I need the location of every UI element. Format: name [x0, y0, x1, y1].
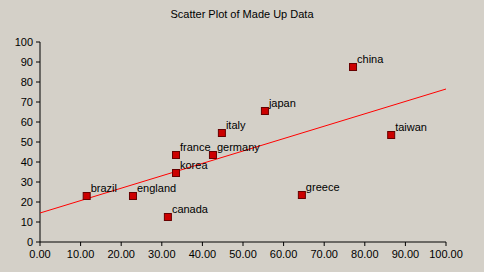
point-label: canada [172, 203, 209, 215]
y-tick-label: 50 [21, 136, 33, 148]
point [218, 130, 225, 137]
title: Scatter Plot of Made Up Data [170, 8, 314, 20]
x-tick-label: 20.00 [107, 248, 135, 260]
point [261, 108, 268, 115]
y-tick [36, 182, 40, 183]
x-tick [40, 242, 41, 246]
x-tick-label: 80.00 [351, 248, 379, 260]
x-tick [324, 242, 325, 246]
y-tick [36, 42, 40, 43]
x-tick-label: 0.00 [29, 248, 50, 260]
y-tick [36, 202, 40, 203]
x-tick [80, 242, 81, 246]
point-label: japan [268, 97, 296, 109]
point-label: italy [226, 119, 246, 131]
point [173, 170, 180, 177]
x-tick-label: 10.00 [67, 248, 95, 260]
y-tick-label: 10 [21, 216, 33, 228]
y-tick-label: 70 [21, 96, 33, 108]
point-label: greece [306, 181, 340, 193]
y-tick [36, 62, 40, 63]
y-tick-label: 40 [21, 156, 33, 168]
y-tick [36, 162, 40, 163]
point-label: taiwan [395, 121, 427, 133]
x-tick [405, 242, 406, 246]
x-tick [243, 242, 244, 246]
point-label: france [180, 141, 211, 153]
y-tick [36, 242, 40, 243]
y-tick-label: 80 [21, 76, 33, 88]
y-tick-label: 100 [15, 36, 33, 48]
point [164, 214, 171, 221]
x-tick [202, 242, 203, 246]
y-tick [36, 122, 40, 123]
x-tick [446, 242, 447, 246]
chart: Scatter Plot of Made Up Data 0 10 20 30 40 50 6… [0, 0, 484, 272]
x-tick-label: 50.00 [229, 248, 257, 260]
plot-area [40, 64, 446, 221]
x-tick-label: 60.00 [270, 248, 298, 260]
x-tick [283, 242, 284, 246]
point [350, 64, 357, 71]
y-tick-label: 90 [21, 56, 33, 68]
y-tick [36, 222, 40, 223]
x-tick-label: 70.00 [310, 248, 338, 260]
y-tick [36, 102, 40, 103]
point [298, 192, 305, 199]
y-tick [36, 142, 40, 143]
point [388, 132, 395, 139]
point [129, 193, 136, 200]
x-tick-label: 30.00 [148, 248, 176, 260]
x-tick-label: 90.00 [392, 248, 420, 260]
point-label: china [357, 53, 384, 65]
trend-line [40, 89, 446, 213]
x-tick [161, 242, 162, 246]
x-tick [364, 242, 365, 246]
background [0, 0, 484, 272]
y-tick-label: 20 [21, 196, 33, 208]
y-tick-label: 60 [21, 116, 33, 128]
y-tick-label: 0 [27, 236, 33, 248]
point-label: germany [217, 141, 260, 153]
point-label: brazil [91, 182, 117, 194]
x-tick [121, 242, 122, 246]
point-label: england [137, 182, 176, 194]
y-tick-label: 30 [21, 176, 33, 188]
point [83, 193, 90, 200]
point-label: korea [180, 159, 208, 171]
x-tick-label: 100.00 [429, 248, 463, 260]
x-tick-label: 40.00 [189, 248, 217, 260]
y-tick [36, 82, 40, 83]
point [173, 152, 180, 159]
